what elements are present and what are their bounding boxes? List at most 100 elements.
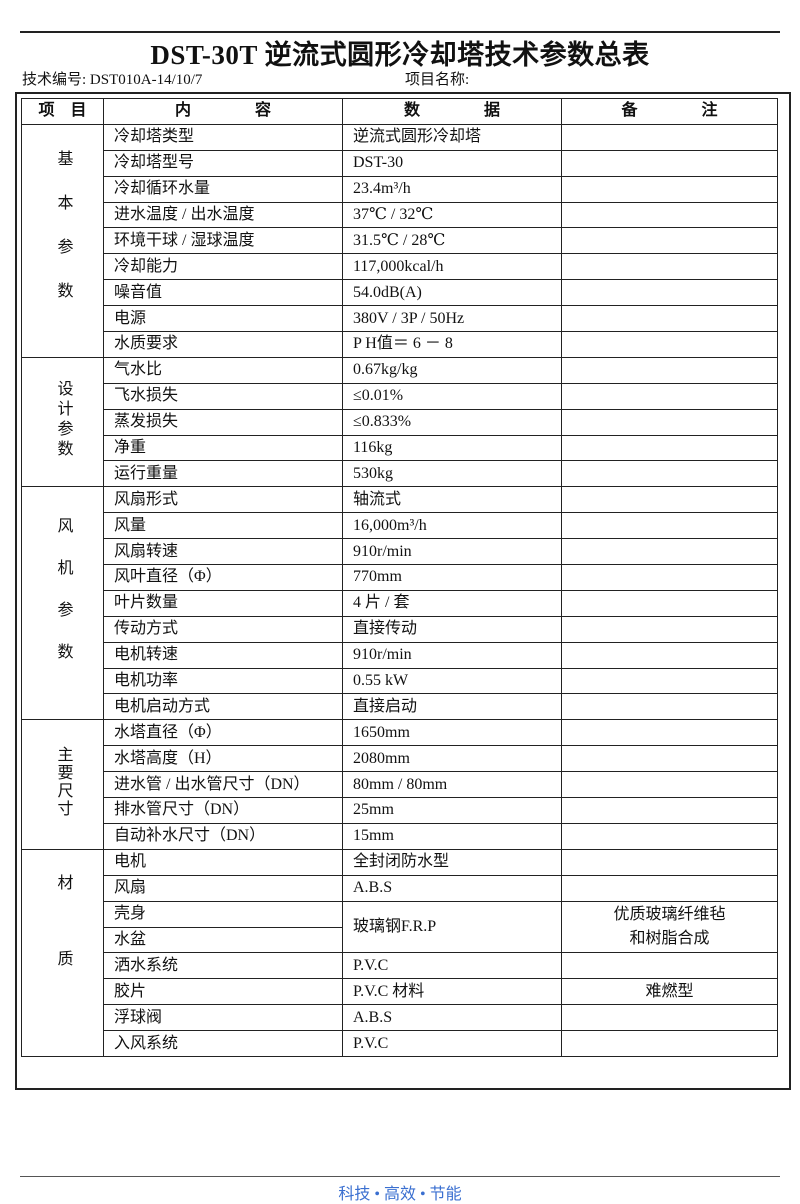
header-notes: 备 注	[561, 98, 778, 125]
row-note	[561, 305, 778, 333]
row-item: 运行重量	[103, 460, 343, 488]
table-row: 洒水系统 P.V.C	[22, 952, 778, 980]
row-value: ≤0.01%	[342, 382, 562, 410]
row-item: 风叶直径（Φ）	[103, 564, 343, 591]
row-note	[561, 512, 778, 540]
row-note	[561, 1030, 778, 1057]
row-note	[561, 538, 778, 566]
row-value: 37℃ / 32℃	[342, 201, 562, 229]
row-item: 气水比	[103, 356, 343, 384]
row-note	[561, 745, 778, 773]
group-label: 设计参数	[54, 379, 72, 460]
row-note	[561, 719, 778, 747]
row-note	[561, 771, 778, 799]
table-header-row: 项 目 内 容 数 据 备 注	[21, 98, 778, 125]
table-row: 浮球阀 A.B.S	[22, 1004, 778, 1032]
row-item: 冷却塔类型	[103, 123, 343, 151]
row-item: 水塔高度（H）	[103, 745, 343, 773]
group-label-cell: 主要尺寸	[21, 719, 104, 850]
row-item: 环境干球 / 湿球温度	[103, 227, 343, 255]
row-value: A.B.S	[342, 1004, 562, 1032]
spec-table-frame: 项 目 内 容 数 据 备 注 基本参数 冷却塔类型 逆流式圆形冷却塔 冷却塔型号 DS…	[15, 92, 791, 1090]
row-value: 15mm	[342, 822, 562, 850]
row-item: 胶片	[103, 978, 343, 1006]
row-value: 23.4m³/h	[342, 175, 562, 203]
row-item: 风扇形式	[103, 486, 343, 514]
table-row: 材质 电机 全封闭防水型	[21, 848, 778, 1057]
row-item: 净重	[103, 434, 343, 462]
row-item: 风扇转速	[103, 538, 343, 566]
group-label-cell: 风机参数	[21, 486, 104, 721]
row-note	[561, 589, 778, 617]
row-note	[561, 460, 778, 488]
table-row: 电机启动方式 直接启动	[22, 693, 778, 721]
row-item: 冷却循环水量	[103, 175, 343, 203]
row-note	[561, 408, 778, 436]
row-value: 逆流式圆形冷却塔	[342, 123, 562, 151]
row-note	[561, 641, 778, 669]
group-label: 基本参数	[54, 150, 72, 327]
row-value: 0.67kg/kg	[342, 356, 562, 384]
row-item: 电机功率	[103, 667, 343, 695]
header-data: 数 据	[342, 98, 562, 125]
row-item: 入风系统	[103, 1030, 343, 1057]
table-row: 电机功率 0.55 kW	[22, 667, 778, 695]
row-value: 770mm	[342, 564, 562, 591]
row-value: P.V.C	[342, 1030, 562, 1057]
header-item: 项 目	[21, 98, 104, 125]
row-note: 难燃型	[561, 978, 778, 1006]
row-item: 洒水系统	[103, 952, 343, 980]
row-item: 叶片数量	[103, 589, 343, 617]
row-value: 530kg	[342, 460, 562, 488]
row-value: DST-30	[342, 149, 562, 177]
row-note	[561, 201, 778, 229]
group-label-cell: 基本参数	[21, 123, 104, 358]
table-row: 壳身 玻璃钢F.R.P 优质玻璃纤维毡 和树脂合成	[22, 900, 778, 954]
row-item: 壳身	[103, 900, 343, 928]
table-row: 环境干球 / 湿球温度 31.5℃ / 28℃	[22, 227, 778, 255]
row-value: 16,000m³/h	[342, 512, 562, 540]
row-value: 116kg	[342, 434, 562, 462]
table-row: 运行重量 530kg	[22, 460, 778, 488]
page-title: DST-30T 逆流式圆形冷却塔技术参数总表	[150, 40, 650, 70]
table-row: 风扇 A.B.S	[22, 874, 778, 902]
table-row: 噪音值 54.0dB(A)	[22, 279, 778, 307]
table-row: 蒸发损失 ≤0.833%	[22, 408, 778, 436]
project-name-label: 项目名称:	[405, 72, 470, 88]
row-item: 风扇	[103, 874, 343, 902]
row-note	[561, 486, 778, 514]
row-value: 80mm / 80mm	[342, 771, 562, 799]
top-rule	[20, 31, 780, 33]
row-note	[561, 149, 778, 177]
row-note	[561, 331, 778, 358]
row-value: P.V.C	[342, 952, 562, 980]
table-row: 风叶直径（Φ） 770mm	[22, 564, 778, 591]
row-note	[561, 356, 778, 384]
table-row: 风扇转速 910r/min	[22, 538, 778, 566]
group-label: 主要尺寸	[54, 746, 72, 819]
row-note	[561, 382, 778, 410]
row-item: 冷却能力	[103, 253, 343, 281]
table-row: 水盆	[22, 926, 778, 954]
row-item: 自动补水尺寸（DN）	[103, 822, 343, 850]
row-note	[561, 1004, 778, 1032]
table-row: 净重 116kg	[22, 434, 778, 462]
footer-slogan: 科技 • 高效 • 节能	[338, 1186, 462, 1203]
row-note	[561, 434, 778, 462]
row-item: 电源	[103, 305, 343, 333]
row-item: 噪音值	[103, 279, 343, 307]
row-value: 380V / 3P / 50Hz	[342, 305, 562, 333]
row-item: 蒸发损失	[103, 408, 343, 436]
table-row: 电机转速 910r/min	[22, 641, 778, 669]
row-note	[561, 564, 778, 591]
row-value: 2080mm	[342, 745, 562, 773]
table-row: 冷却循环水量 23.4m³/h	[22, 175, 778, 203]
row-note	[561, 693, 778, 721]
table-row: 传动方式 直接传动	[22, 615, 778, 643]
table-row: 设计参数 气水比 0.67kg/kg	[21, 356, 778, 488]
group-label-cell: 设计参数	[21, 356, 104, 488]
row-value: 0.55 kW	[342, 667, 562, 695]
row-value: P H值＝ 6 － 8	[342, 331, 562, 358]
row-value: 1650mm	[342, 719, 562, 747]
table-row: 主要尺寸 水塔直径（Φ） 1650mm	[21, 719, 778, 850]
